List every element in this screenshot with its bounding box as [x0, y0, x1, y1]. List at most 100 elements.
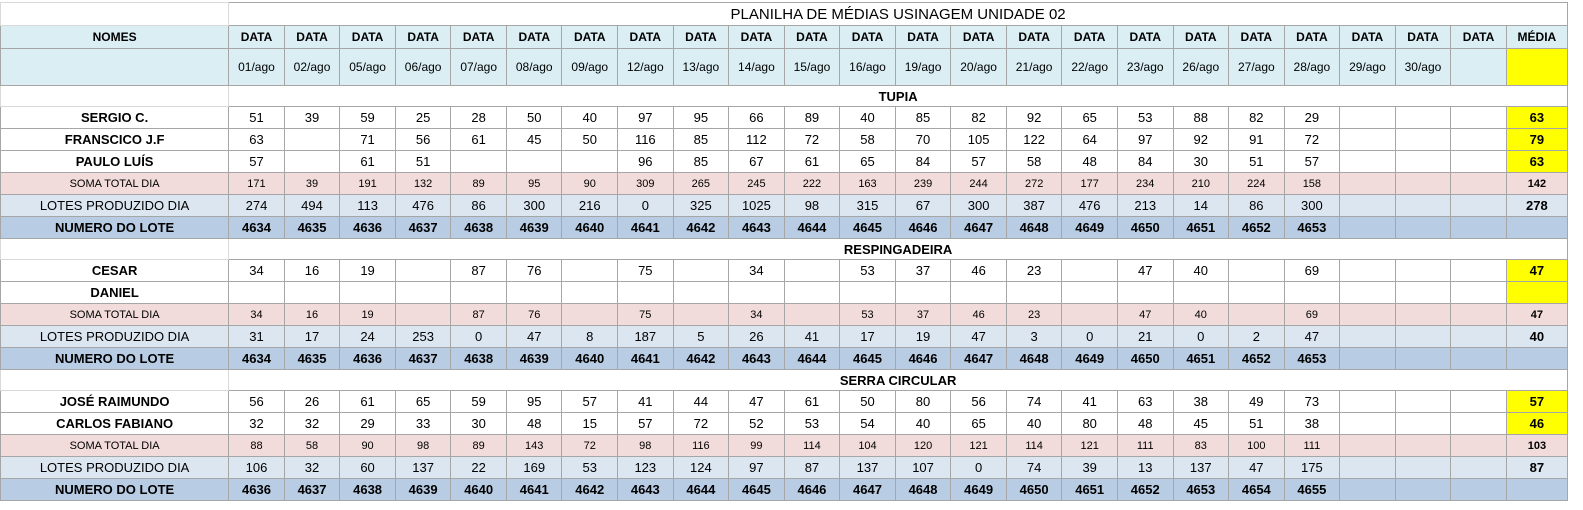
value-cell[interactable]: 88: [1172, 106, 1230, 129]
value-cell[interactable]: [1450, 456, 1507, 479]
value-cell[interactable]: [1394, 216, 1452, 239]
value-cell[interactable]: 34: [728, 303, 785, 326]
value-cell[interactable]: 45: [505, 128, 563, 151]
blank-cell[interactable]: [0, 48, 230, 86]
value-cell[interactable]: [783, 259, 841, 282]
value-cell[interactable]: 48: [1061, 150, 1118, 173]
value-cell[interactable]: 76: [505, 259, 563, 282]
value-cell[interactable]: 245: [728, 172, 785, 195]
value-cell[interactable]: [505, 150, 563, 173]
value-cell[interactable]: 75: [617, 303, 674, 326]
value-cell[interactable]: [1339, 434, 1396, 457]
section-title[interactable]: RESPINGADEIRA: [228, 238, 1568, 260]
value-cell[interactable]: 69: [1283, 303, 1341, 326]
date-cell[interactable]: 15/ago: [783, 48, 841, 86]
value-cell[interactable]: 4637: [283, 478, 341, 501]
value-cell[interactable]: 4645: [728, 478, 785, 501]
value-cell[interactable]: [450, 150, 507, 173]
value-cell[interactable]: [783, 303, 841, 326]
value-cell[interactable]: 72: [561, 434, 619, 457]
value-cell[interactable]: 61: [339, 390, 396, 413]
value-cell[interactable]: 137: [394, 456, 452, 479]
media-date-cell[interactable]: [1505, 48, 1569, 86]
value-cell[interactable]: 98: [617, 434, 674, 457]
value-cell[interactable]: 4635: [283, 347, 341, 370]
data-header[interactable]: DATA: [894, 25, 952, 49]
value-cell[interactable]: 47: [1283, 325, 1341, 348]
value-cell[interactable]: 97: [617, 106, 674, 129]
value-cell[interactable]: 61: [783, 390, 841, 413]
value-cell[interactable]: 80: [1061, 412, 1118, 435]
value-cell[interactable]: [1450, 478, 1507, 501]
value-cell[interactable]: 143: [505, 434, 563, 457]
person-name[interactable]: CESAR: [0, 259, 230, 282]
value-cell[interactable]: 1025: [728, 194, 785, 217]
value-cell[interactable]: 175: [1283, 456, 1341, 479]
value-cell[interactable]: 90: [339, 434, 396, 457]
date-cell[interactable]: 27/ago: [1228, 48, 1285, 86]
value-cell[interactable]: [1394, 347, 1452, 370]
value-cell[interactable]: 13: [1116, 456, 1174, 479]
value-cell[interactable]: 4650: [1116, 347, 1174, 370]
value-cell[interactable]: [1228, 259, 1285, 282]
value-cell[interactable]: [1450, 434, 1507, 457]
value-cell[interactable]: 4637: [394, 216, 452, 239]
value-cell[interactable]: 4651: [1061, 478, 1118, 501]
value-cell[interactable]: 0: [617, 194, 674, 217]
value-cell[interactable]: 4643: [617, 478, 674, 501]
value-cell[interactable]: 28: [450, 106, 507, 129]
value-cell[interactable]: [1394, 478, 1452, 501]
value-cell[interactable]: 86: [450, 194, 507, 217]
value-cell[interactable]: 163: [839, 172, 896, 195]
value-cell[interactable]: [1228, 281, 1285, 304]
value-cell[interactable]: [672, 281, 730, 304]
value-cell[interactable]: 116: [617, 128, 674, 151]
value-cell[interactable]: [728, 281, 785, 304]
date-cell[interactable]: 05/ago: [339, 48, 396, 86]
value-cell[interactable]: 70: [894, 128, 952, 151]
value-cell[interactable]: 272: [1005, 172, 1063, 195]
person-name[interactable]: PAULO LUÍS: [0, 150, 230, 173]
value-cell[interactable]: [839, 281, 896, 304]
value-cell[interactable]: [1394, 194, 1452, 217]
value-cell[interactable]: [1339, 128, 1396, 151]
value-cell[interactable]: 58: [1005, 150, 1063, 173]
person-name[interactable]: FRANSCICO J.F: [0, 128, 230, 151]
data-header[interactable]: DATA: [1283, 25, 1341, 49]
value-cell[interactable]: 4653: [1283, 216, 1341, 239]
value-cell[interactable]: 82: [1228, 106, 1285, 129]
value-cell[interactable]: 33: [394, 412, 452, 435]
date-cell[interactable]: 30/ago: [1394, 48, 1452, 86]
value-cell[interactable]: 38: [1172, 390, 1230, 413]
value-cell[interactable]: [1394, 106, 1452, 129]
value-cell[interactable]: 16: [283, 303, 341, 326]
value-cell[interactable]: 4645: [839, 216, 896, 239]
media-cell[interactable]: 63: [1505, 106, 1569, 129]
media-cell[interactable]: 46: [1505, 412, 1569, 435]
data-header[interactable]: DATA: [1450, 25, 1507, 49]
value-cell[interactable]: 51: [1228, 150, 1285, 173]
value-cell[interactable]: 57: [561, 390, 619, 413]
value-cell[interactable]: 67: [728, 150, 785, 173]
value-cell[interactable]: [1339, 216, 1396, 239]
value-cell[interactable]: 61: [783, 150, 841, 173]
value-cell[interactable]: 95: [505, 390, 563, 413]
value-cell[interactable]: 23: [1005, 303, 1063, 326]
media-cell[interactable]: 103: [1505, 434, 1569, 457]
value-cell[interactable]: 59: [339, 106, 396, 129]
value-cell[interactable]: 47: [505, 325, 563, 348]
value-cell[interactable]: 53: [1116, 106, 1174, 129]
soma-label[interactable]: SOMA TOTAL DIA: [0, 434, 230, 457]
value-cell[interactable]: [1005, 281, 1063, 304]
value-cell[interactable]: 47: [1116, 303, 1174, 326]
date-cell[interactable]: [1450, 48, 1507, 86]
value-cell[interactable]: 72: [783, 128, 841, 151]
value-cell[interactable]: 300: [1283, 194, 1341, 217]
value-cell[interactable]: 21: [1116, 325, 1174, 348]
date-cell[interactable]: 09/ago: [561, 48, 619, 86]
data-header[interactable]: DATA: [672, 25, 730, 49]
date-cell[interactable]: 07/ago: [450, 48, 507, 86]
value-cell[interactable]: 4650: [1005, 478, 1063, 501]
value-cell[interactable]: 95: [672, 106, 730, 129]
date-cell[interactable]: 06/ago: [394, 48, 452, 86]
